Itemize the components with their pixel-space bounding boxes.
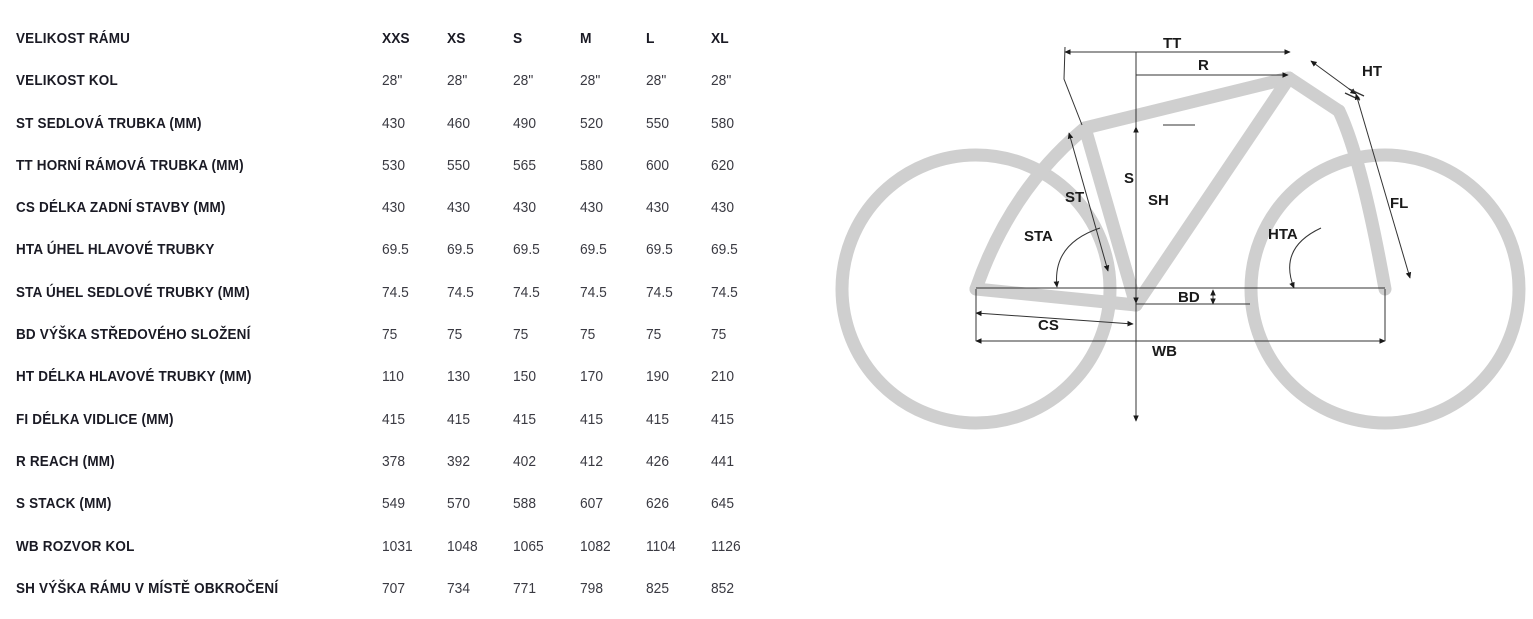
svg-text:CS: CS	[1038, 317, 1059, 334]
svg-text:WB: WB	[1152, 343, 1177, 360]
svg-text:HT: HT	[1362, 63, 1382, 80]
svg-text:R: R	[1198, 57, 1209, 74]
svg-text:ST: ST	[1065, 189, 1084, 206]
svg-text:HTA: HTA	[1268, 226, 1298, 243]
svg-text:S: S	[1124, 170, 1134, 187]
svg-text:STA: STA	[1024, 228, 1053, 245]
svg-text:TT: TT	[1163, 35, 1181, 52]
svg-text:FL: FL	[1390, 195, 1408, 212]
svg-text:SH: SH	[1148, 192, 1169, 209]
svg-text:BD: BD	[1178, 289, 1200, 306]
